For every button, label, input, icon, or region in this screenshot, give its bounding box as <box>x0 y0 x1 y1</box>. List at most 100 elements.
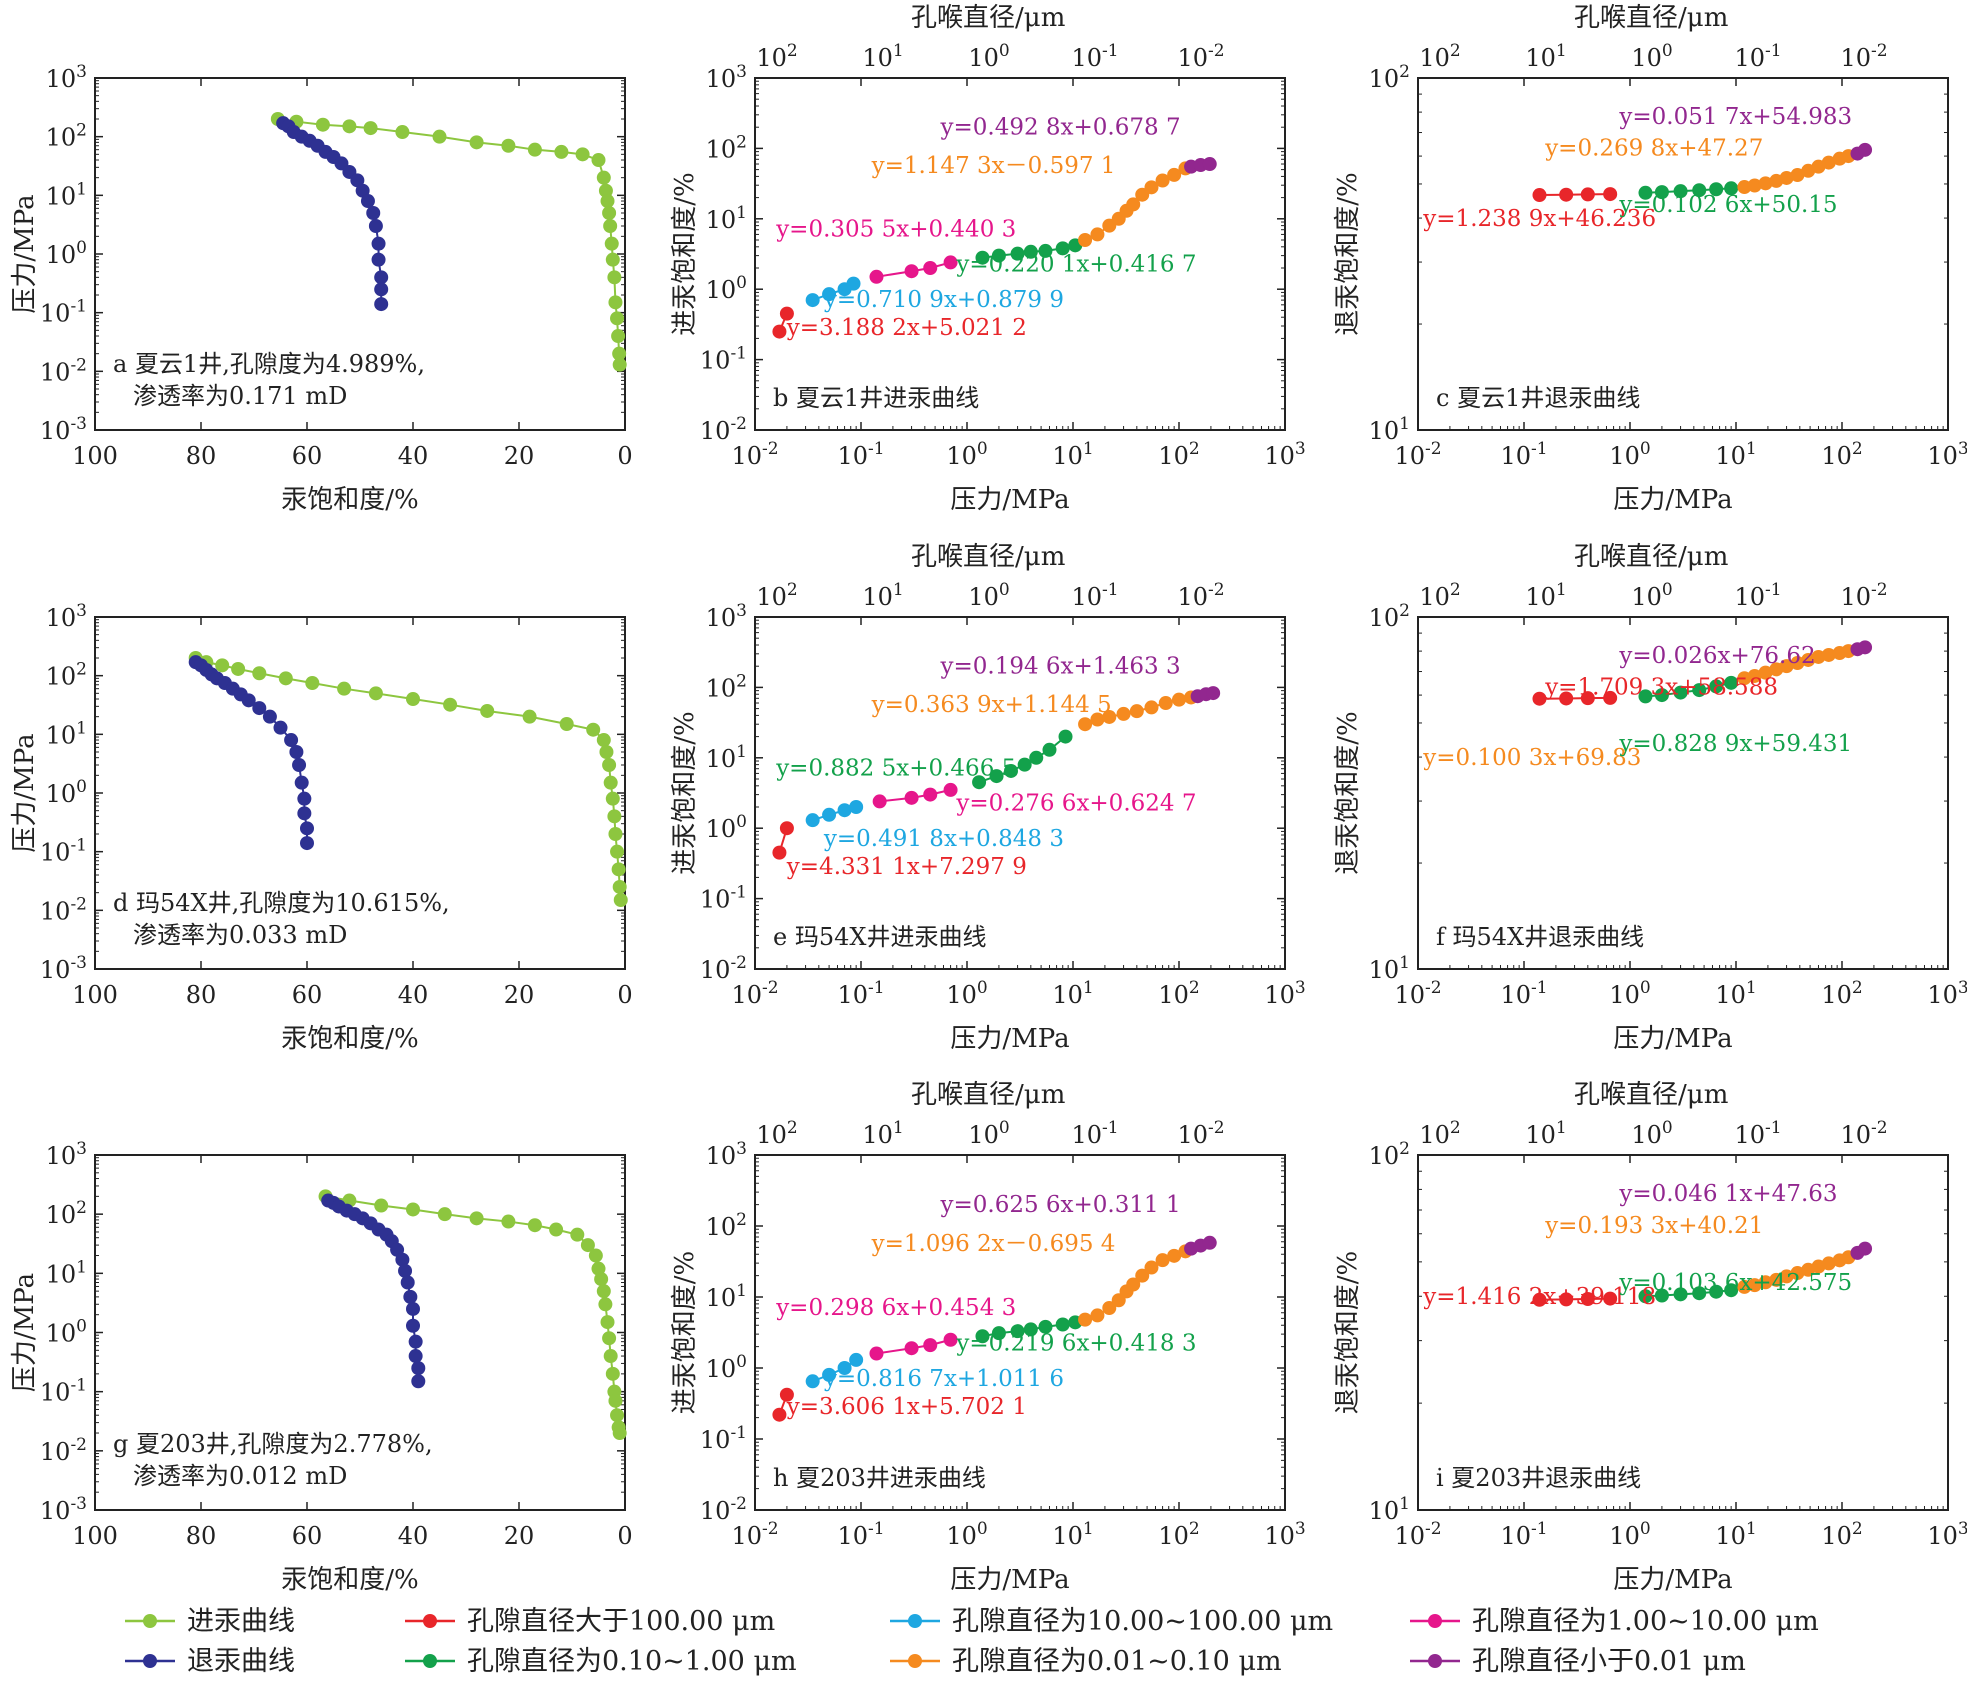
panel-label: e 玛54X井进汞曲线 <box>773 923 986 951</box>
x2-tick-label: 10-2 <box>1840 41 1887 72</box>
equation-lt001: y=0.046 1x+47.63 <box>1618 1181 1837 1207</box>
data-point-r001_01 <box>1102 709 1117 724</box>
x-tick-label: 10-1 <box>837 439 884 470</box>
data-point-withdrawal <box>368 219 383 234</box>
x2-tick-label: 102 <box>1419 580 1460 611</box>
data-point-intrusion <box>549 1222 564 1237</box>
legend-marker <box>143 1654 157 1668</box>
series-line-gt100 <box>1539 193 1611 197</box>
data-point-r001_01 <box>1172 692 1186 707</box>
x2-tick-label: 101 <box>862 41 903 72</box>
data-point-gt100 <box>1532 1292 1547 1307</box>
x2-axis-label: 孔喉直径/μm <box>1574 3 1728 33</box>
data-point-r10_100 <box>822 287 837 302</box>
data-point-gt100 <box>1532 188 1547 203</box>
data-point-withdrawal <box>366 205 381 220</box>
data-point-r001_01 <box>1821 155 1836 170</box>
data-point-r01_1 <box>1673 685 1688 700</box>
data-point-r01_1 <box>1692 1286 1707 1301</box>
data-point-gt100 <box>779 1387 794 1402</box>
x-tick-label: 60 <box>292 1522 323 1550</box>
data-point-r001_01 <box>1790 1266 1805 1281</box>
panel-label: 渗透率为0.012 mD <box>133 1462 347 1490</box>
x2-axis-label: 孔喉直径/μm <box>1574 1080 1728 1110</box>
data-point-r01_1 <box>989 769 1004 784</box>
data-point-r001_01 <box>1102 1300 1117 1315</box>
data-point-intrusion <box>600 194 615 209</box>
equation-r1_10: y=0.305 5x+0.440 3 <box>775 216 1016 242</box>
y-tick-label: 10-3 <box>40 953 87 984</box>
data-point-gt100 <box>1603 690 1618 705</box>
data-point-r01_1 <box>1724 675 1739 690</box>
x-tick-label: 10-2 <box>1394 1519 1441 1550</box>
data-point-intrusion <box>315 117 330 132</box>
data-point-r01_1 <box>1023 1322 1038 1337</box>
y-tick-label: 102 <box>1369 601 1410 632</box>
y-tick-label: 100 <box>46 1317 87 1348</box>
data-point-intrusion <box>480 703 495 718</box>
equation-r001_01: y=0.363 9x+1.144 5 <box>871 692 1112 718</box>
data-point-r01_1 <box>972 775 987 790</box>
plot-frame <box>754 77 1286 431</box>
data-point-withdrawal <box>360 194 375 209</box>
equation-lt001: y=0.194 6x+1.463 3 <box>940 653 1181 679</box>
data-point-intrusion <box>252 666 267 681</box>
x-tick-label: 103 <box>1927 439 1967 470</box>
legend-label: 孔隙直径为0.01~0.10 μm <box>952 1646 1282 1677</box>
x2-tick-label: 102 <box>756 41 797 72</box>
y-axis-label: 压力/MPa <box>10 194 40 313</box>
data-point-r001_01 <box>1758 665 1773 680</box>
y-axis-label: 退汞饱和度/% <box>1333 172 1363 335</box>
data-point-withdrawal <box>350 173 365 188</box>
plot-frame <box>1417 1154 1949 1511</box>
equation-lt001: y=0.492 8x+0.678 7 <box>940 114 1181 140</box>
data-point-gt100 <box>1559 187 1574 202</box>
data-point-intrusion <box>596 733 611 748</box>
data-point-r01_1 <box>1038 1319 1053 1334</box>
x-axis-label: 压力/MPa <box>1613 1565 1732 1595</box>
data-point-intrusion <box>395 125 410 140</box>
y-tick-label: 10-2 <box>40 894 87 925</box>
x-tick-label: 10-2 <box>1394 978 1441 1009</box>
panel-label: a 夏云1井,孔隙度为4.989%, <box>113 350 425 378</box>
data-point-r001_01 <box>1167 1248 1182 1263</box>
x-tick-label: 0 <box>617 981 632 1009</box>
data-point-intrusion <box>437 1207 452 1222</box>
data-point-intrusion <box>598 1297 613 1312</box>
data-point-r001_01 <box>1779 1269 1794 1284</box>
series-line-gt100 <box>1539 1297 1611 1301</box>
x-tick-label: 103 <box>1264 1519 1305 1550</box>
equation-lt001: y=0.625 6x+0.311 1 <box>940 1192 1181 1218</box>
x2-tick-label: 100 <box>968 1118 1009 1149</box>
data-point-r001_01 <box>1158 696 1173 711</box>
x2-axis-label: 孔喉直径/μm <box>911 542 1065 572</box>
x-tick-label: 100 <box>72 981 118 1009</box>
x2-tick-label: 102 <box>1419 1118 1460 1149</box>
y-tick-label: 101 <box>46 179 87 210</box>
data-point-r001_01 <box>1090 227 1105 242</box>
y-tick-label: 101 <box>46 718 87 749</box>
data-point-r01_1 <box>1692 683 1707 698</box>
series-line-gt100 <box>1539 696 1611 700</box>
data-point-r001_01 <box>1090 712 1105 727</box>
x-tick-label: 103 <box>1927 1519 1967 1550</box>
y-tick-label: 101 <box>1369 953 1410 984</box>
data-point-r10_100 <box>822 1367 837 1382</box>
data-point-r10_100 <box>822 807 837 822</box>
data-point-intrusion <box>612 879 627 894</box>
legend-marker <box>423 1614 437 1628</box>
x-tick-label: 10-1 <box>1500 978 1547 1009</box>
x2-axis-label: 孔喉直径/μm <box>911 1080 1065 1110</box>
equation-lt001: y=0.051 7x+54.983 <box>1618 104 1852 130</box>
y-tick-label: 101 <box>1369 414 1410 445</box>
x-tick-label: 100 <box>946 1519 987 1550</box>
data-point-intrusion <box>443 697 458 712</box>
y-axis-label: 退汞饱和度/% <box>1333 711 1363 874</box>
plot-frame <box>1417 77 1949 431</box>
data-point-r001_01 <box>1126 1277 1141 1292</box>
data-point-intrusion <box>611 329 626 344</box>
x2-tick-label: 101 <box>1525 580 1566 611</box>
x2-tick-label: 10-2 <box>1177 580 1224 611</box>
data-point-gt100 <box>1603 1291 1618 1306</box>
chart-panel-a: 10-3 10-2 10-1 100 101 102 103 100 80 60 40 20 0 汞饱和度… <box>10 62 633 515</box>
